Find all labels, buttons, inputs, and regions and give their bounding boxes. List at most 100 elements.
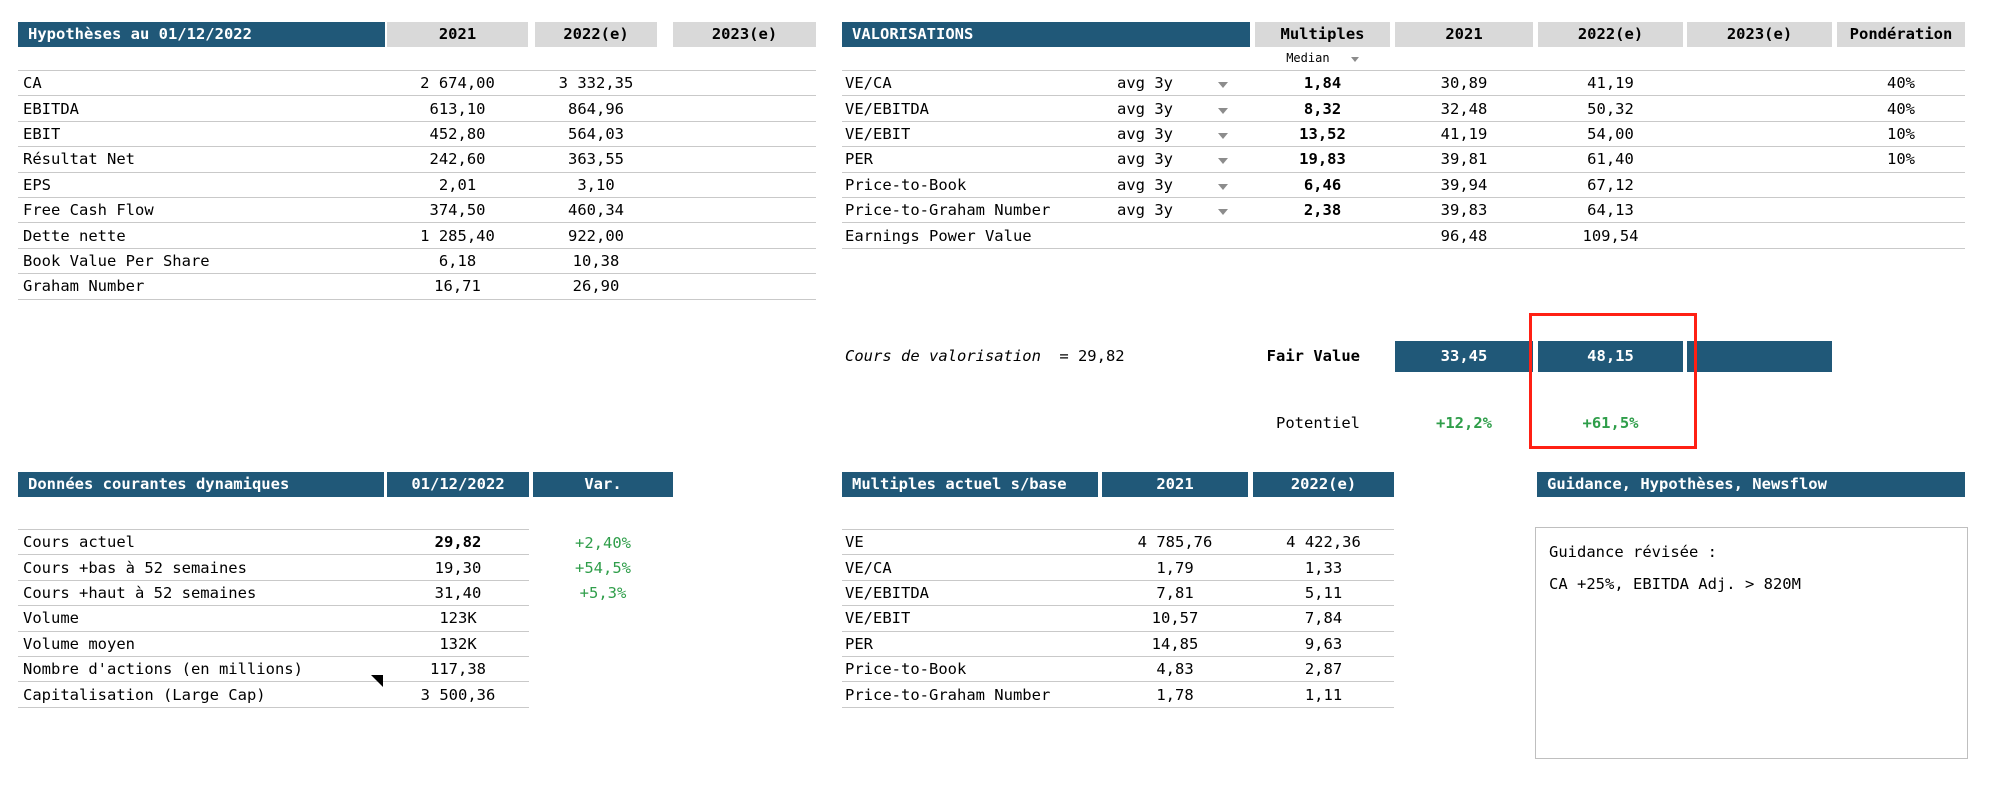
row-label: EBITDA [23,99,79,118]
period-selector[interactable]: avg 3y [1117,150,1173,169]
table-row: PER 14,85 9,63 [842,632,1394,657]
chevron-down-icon [1217,158,1228,165]
cours-de-valorisation-value: = 29,82 [1059,347,1125,365]
period-selector-arrow[interactable] [1195,150,1250,168]
ponderation-value: 40% [1887,74,1915,93]
table-row: EBITDA 613,10 864,96 [18,96,816,122]
table-row: Price-to-Book avg 3y 6,46 39,94 67,12 [842,173,1965,198]
value-2021: 1 285,40 [420,226,495,245]
value-2021: 96,48 [1440,226,1488,245]
value-2021: 452,80 [429,124,486,143]
column-header-ponderation: Pondération [1837,22,1965,47]
column-header-2023e: 2023(e) [673,22,816,47]
table-row: Price-to-Graham Number 1,78 1,11 [842,682,1394,708]
guidance-note-box[interactable]: Guidance révisée : CA +25%, EBITDA Adj. … [1535,527,1968,759]
multiple-value: 2,38 [1303,201,1342,220]
row-label: Earnings Power Value [845,226,1032,245]
chevron-down-icon [1217,209,1228,216]
row-label: Price-to-Book [845,175,967,194]
row-label: Price-to-Graham Number [845,201,1051,220]
value-2021: 10,57 [1151,609,1199,628]
column-header-var: Var. [533,472,673,497]
period-selector-arrow[interactable] [1195,201,1250,219]
fair-value-2021: 33,45 [1395,341,1533,372]
table-row: VE/EBITDA avg 3y 8,32 32,48 50,32 40% [842,96,1965,122]
column-header-2021: 2021 [1395,22,1533,47]
cours-de-valorisation-label: Cours de valorisation [845,347,1041,365]
row-label: Graham Number [23,277,145,296]
table-row: VE/CA avg 3y 1,84 30,89 41,19 40% [842,71,1965,97]
value-2021: 14,85 [1151,634,1199,653]
chevron-down-icon [1217,132,1228,139]
table-row: Graham Number 16,71 26,90 [18,274,816,300]
value-2022e: 9,63 [1304,634,1343,653]
table-row: Book Value Per Share 6,18 10,38 [18,249,816,275]
hypotheses-title: Hypothèses au 01/12/2022 [18,22,385,47]
value-2022e: 1,33 [1304,558,1343,577]
valorisations-header: VALORISATIONS Multiples 2021 2022(e) 202… [842,22,1965,47]
value-2021: 39,94 [1440,175,1488,194]
var-value [533,606,673,631]
period-selector-arrow[interactable] [1195,125,1250,143]
row-label: Price-to-Book [845,660,967,679]
value-2022e: 922,00 [568,226,624,245]
value-2021: 32,48 [1440,99,1488,118]
donnees-header: Données courantes dynamiques 01/12/2022 … [18,472,673,497]
value-2021: 6,18 [438,251,477,270]
value-2021: 2 674,00 [420,74,495,93]
row-label: VE [845,533,864,552]
value-2021: 39,83 [1440,201,1488,220]
row-label: VE/EBIT [845,609,911,628]
row-value: 29,82 [434,533,482,552]
value-2022e: 3 332,35 [558,74,634,93]
period-selector[interactable]: avg 3y [1117,175,1173,194]
value-2022e: 2,87 [1304,660,1343,679]
multiple-value: 19,83 [1299,150,1346,169]
value-2021: 242,60 [429,150,486,169]
table-row: Résultat Net 242,60 363,55 [18,147,816,173]
row-label: VE/EBIT [845,124,911,143]
period-selector[interactable]: avg 3y [1117,74,1173,93]
multiple-value: 8,32 [1303,99,1342,118]
table-row: Capitalisation (Large Cap) 3 500,36 [18,682,529,708]
value-2022e: 54,00 [1587,124,1634,143]
potentiel-2021: +12,2% [1436,414,1492,432]
fair-value-2023e [1687,341,1832,372]
hypotheses-header: Hypothèses au 01/12/2022 2021 2022(e) 20… [18,22,816,47]
valorisations-title: VALORISATIONS [842,22,1250,47]
period-selector-arrow[interactable] [1195,176,1250,194]
multiple-value: 1,84 [1303,74,1342,93]
column-header-date: 01/12/2022 [387,472,529,497]
table-row: Cours +haut à 52 semaines 31,40 [18,581,529,607]
ponderation-value: 10% [1887,124,1915,143]
row-value: 123K [439,609,477,628]
period-selector-arrow[interactable] [1195,100,1250,118]
row-value: 19,30 [434,558,482,577]
row-value: 117,38 [430,660,486,679]
table-row: VE/EBIT 10,57 7,84 [842,606,1394,632]
period-selector-arrow[interactable] [1195,74,1250,92]
column-header-2022e: 2022(e) [1253,472,1394,497]
value-2021: 39,81 [1440,150,1488,169]
table-row: VE 4 785,76 4 422,36 [842,530,1394,556]
table-row: VE/EBITDA 7,81 5,11 [842,581,1394,607]
multiple-value: 13,52 [1299,124,1346,143]
value-2022e: 50,32 [1587,99,1634,118]
period-selector[interactable]: avg 3y [1117,124,1173,143]
value-2022e: 460,34 [568,201,624,220]
median-selector-label: Median [1286,51,1330,65]
period-selector[interactable]: avg 3y [1117,201,1173,220]
value-2022e: 41,19 [1587,74,1634,93]
median-selector[interactable]: Median [1255,47,1390,70]
value-2022e: 109,54 [1582,226,1639,245]
var-value [533,632,673,657]
table-row: Cours actuel 29,82 [18,530,529,556]
potentiel-label: Potentiel [1276,414,1360,432]
row-value: 132K [439,634,477,653]
fair-value-2022e: 48,15 [1538,341,1683,372]
period-selector[interactable]: avg 3y [1117,99,1173,118]
multiples-actuels-title: Multiples actuel s/base [842,472,1098,497]
value-2022e: 61,40 [1587,150,1634,169]
row-label: Price-to-Graham Number [845,685,1051,704]
guidance-title: Guidance, Hypothèses, Newsflow [1537,472,1965,497]
